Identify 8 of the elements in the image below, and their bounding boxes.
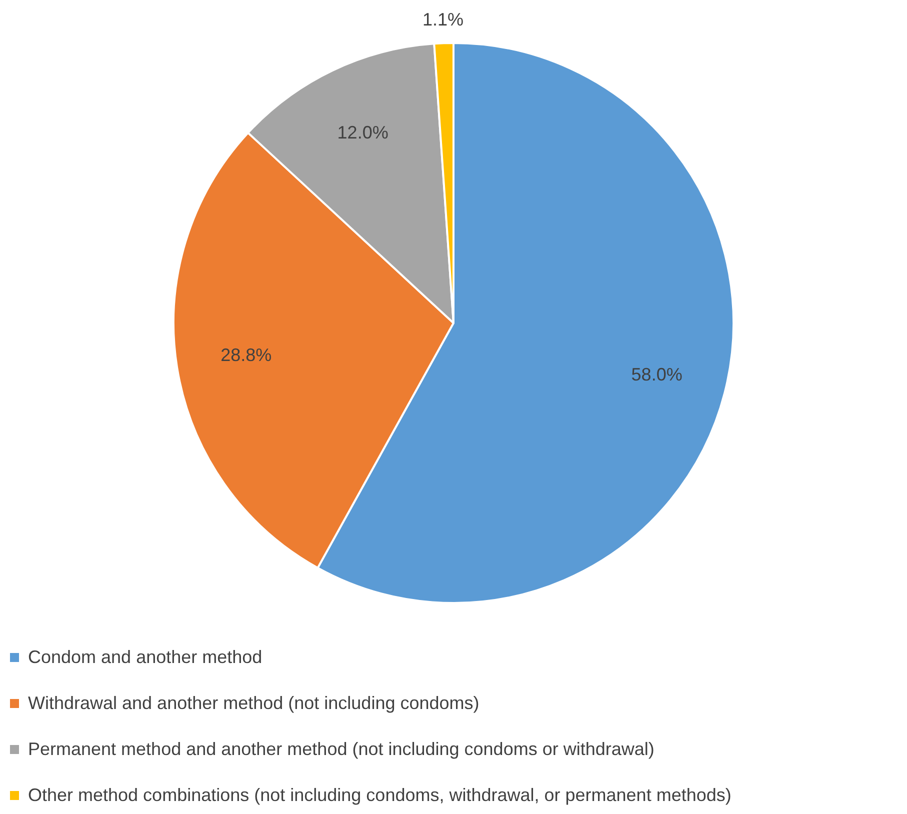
legend-label: Condom and another method: [28, 646, 262, 668]
legend-label: Withdrawal and another method (not including condoms): [28, 692, 480, 714]
legend-label: Other method combinations (not including condoms, withdrawal, or permanent methods): [28, 784, 732, 806]
data-label: 12.0%: [337, 122, 388, 143]
legend-label: Permanent method and another method (not including condoms or withdrawal): [28, 738, 654, 760]
data-label: 28.8%: [220, 345, 272, 366]
data-label: 58.0%: [631, 364, 682, 385]
data-label: 1.1%: [422, 10, 464, 30]
